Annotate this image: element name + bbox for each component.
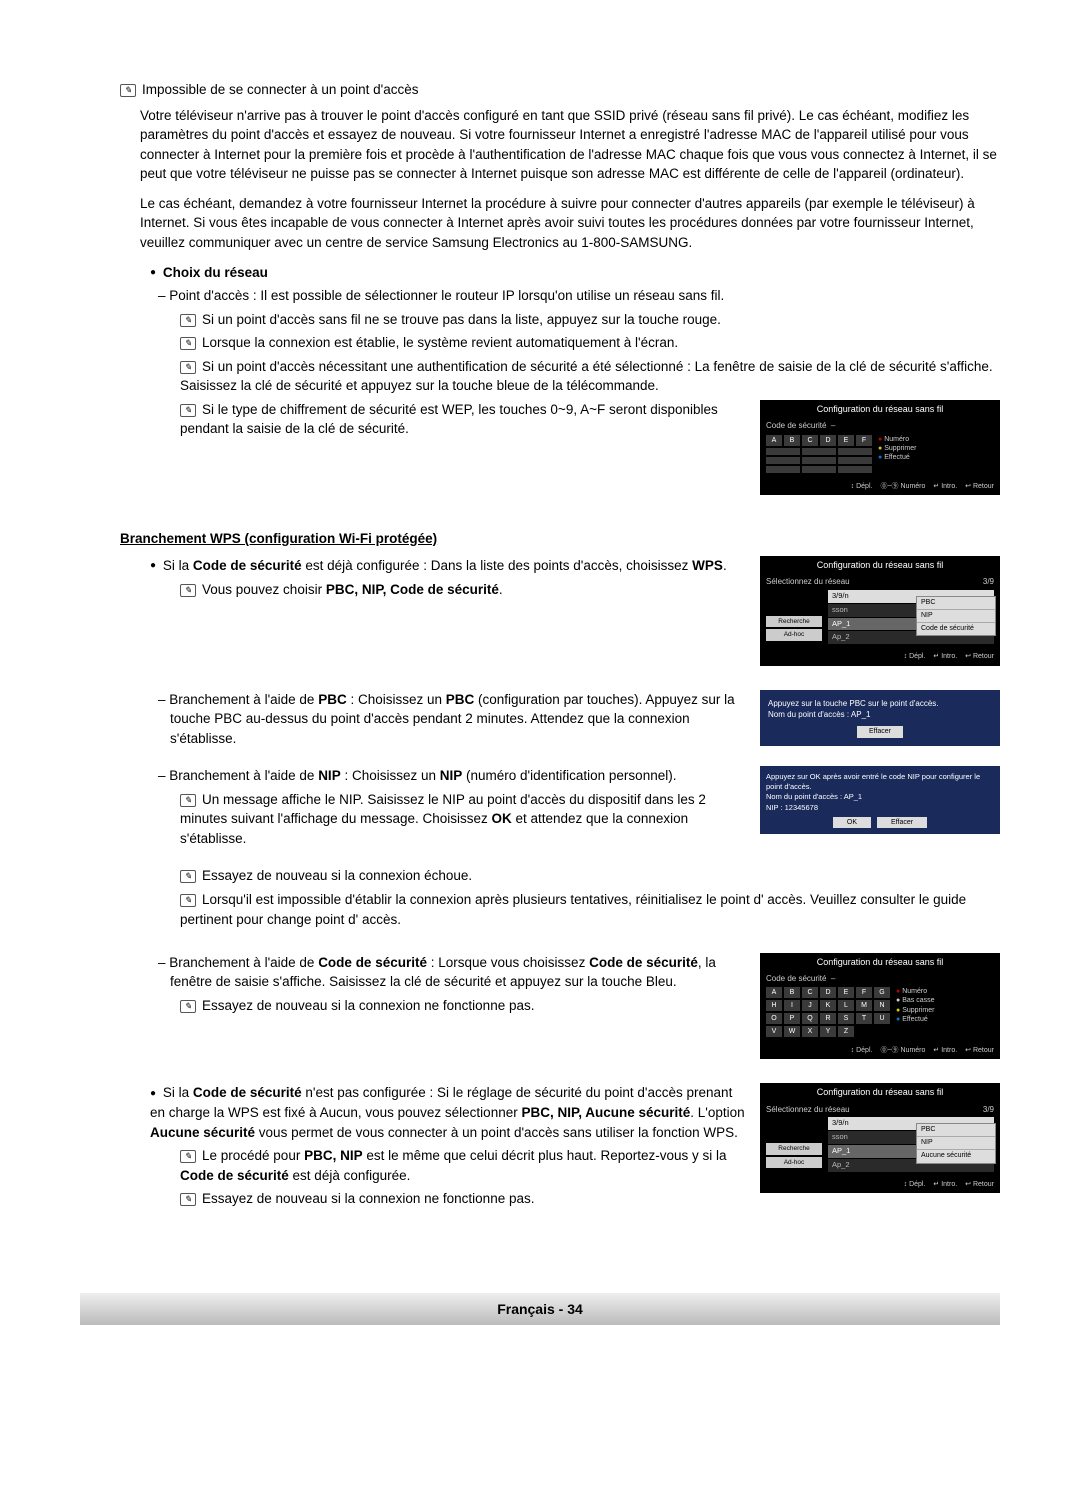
paragraph-1: Votre téléviseur n'arrive pas à trouver … [80,106,1000,184]
wps-p1-note: Vous pouvez choisir PBC, NIP, Code de sé… [80,580,746,600]
wps-title: Branchement WPS (configuration Wi-Fi pro… [120,529,1000,549]
note-icon [180,794,196,807]
note-icon [180,584,196,597]
page-footer: Français - 34 [80,1293,1000,1325]
choix-note-3: Si un point d'accès nécessitant une auth… [80,357,1000,396]
noc-note-2: Essayez de nouveau si la connexion ne fo… [80,1189,746,1209]
nip-note-2: Essayez de nouveau si la connexion échou… [80,866,1000,886]
note-icon [180,1193,196,1206]
key-row-hex: ABCDEF [766,435,872,446]
note-icon [180,361,196,374]
btn-adhoc[interactable]: Ad-hoc [766,629,822,640]
nip-note-1: Un message affiche le NIP. Saisissez le … [80,790,746,849]
heading-choix: Choix du réseau [80,263,1000,283]
panel-security-key-full: Configuration du réseau sans fil Code de… [760,953,1000,1060]
choix-dash: Point d'accès : Il est possible de sélec… [80,286,1000,306]
note-icon [180,314,196,327]
panel-nip-msg: Appuyez sur OK après avoir entré le code… [760,766,1000,834]
paragraph-2: Le cas échéant, demandez à votre fournis… [80,194,1000,253]
choix-note-2: Lorsque la connexion est établie, le sys… [80,333,1000,353]
note-icon [180,337,196,350]
note-icon [120,84,136,97]
btn-adhoc[interactable]: Ad-hoc [766,1157,822,1168]
note-icon [180,894,196,907]
note-icon [180,1150,196,1163]
btn-effacer[interactable]: Effacer [857,726,903,738]
panel-select-network-sec: Configuration du réseau sans fil Sélecti… [760,556,1000,665]
pbc-para: Branchement à l'aide de PBC : Choisissez… [80,690,746,749]
panel-select-network-nosec: Configuration du réseau sans fil Sélecti… [760,1083,1000,1192]
wps-p1: Si la Code de sécurité est déjà configur… [80,556,746,576]
btn-effacer[interactable]: Effacer [877,817,927,828]
note-icon [180,404,196,417]
sec-note-1: Essayez de nouveau si la connexion ne fo… [80,996,746,1016]
noc-para: Si la Code de sécurité n'est pas configu… [80,1083,746,1142]
note-impossible: Impossible de se connecter à un point d'… [80,80,1000,100]
nip-note-3: Lorsqu'il est impossible d'établir la co… [80,890,1000,929]
sec-para: Branchement à l'aide de Code de sécurité… [80,953,746,992]
panel-pbc-msg: Appuyez sur la touche PBC sur le point d… [760,690,1000,746]
choix-note-4: Si le type de chiffrement de sécurité es… [80,400,746,439]
nip-para: Branchement à l'aide de NIP : Choisissez… [80,766,746,786]
noc-note-1: Le procédé pour PBC, NIP est le même que… [80,1146,746,1185]
choix-note-1: Si un point d'accès sans fil ne se trouv… [80,310,1000,330]
btn-recherche[interactable]: Recherche [766,616,822,627]
panel-security-key-hex: Configuration du réseau sans fil Code de… [760,400,1000,495]
btn-recherche[interactable]: Recherche [766,1143,822,1154]
note-icon [180,870,196,883]
note-icon [180,1000,196,1013]
btn-ok[interactable]: OK [833,817,871,828]
